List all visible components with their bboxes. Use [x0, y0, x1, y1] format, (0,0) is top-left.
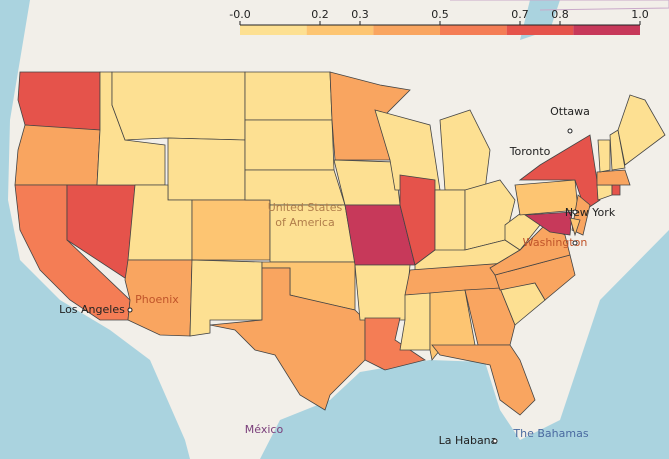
state-region — [464, 179, 516, 251]
state-region — [518, 134, 601, 211]
colorbar-bin — [306, 25, 374, 35]
state-region — [596, 169, 631, 186]
state-region — [333, 159, 401, 206]
state-region — [209, 267, 366, 411]
colorbar-tick-label: 1.0 — [631, 8, 649, 21]
state-region — [244, 119, 335, 171]
state-region — [439, 109, 491, 191]
pacific-ocean — [0, 0, 190, 459]
colorbar-bin — [573, 25, 640, 35]
gulf-atlantic — [260, 230, 669, 459]
city-dot — [572, 209, 578, 215]
state-region — [609, 129, 626, 171]
colorbar-tick-label: 0.8 — [551, 8, 569, 21]
colorbar-bin — [440, 25, 507, 35]
place-label: Toronto — [509, 145, 551, 158]
state-region — [431, 344, 536, 416]
state-region — [111, 71, 246, 141]
place-label: New York — [565, 206, 616, 219]
colorbar-bin — [240, 25, 307, 35]
state-region — [569, 217, 581, 237]
state-region — [617, 94, 666, 166]
state-region — [354, 264, 411, 321]
colorbar-tick-label: 0.5 — [431, 8, 449, 21]
city-dot — [567, 128, 573, 134]
state-region — [464, 287, 516, 346]
state-region — [167, 137, 246, 201]
state-region — [191, 199, 271, 261]
state-region — [399, 292, 431, 351]
place-label: The Bahamas — [512, 427, 588, 440]
colorbar-bin — [506, 25, 574, 35]
state-region — [244, 169, 346, 206]
city-dot — [492, 438, 498, 444]
state-region — [244, 71, 333, 121]
place-label: of America — [275, 216, 334, 229]
place-label: Ottawa — [550, 105, 590, 118]
place-label: United States — [268, 201, 343, 214]
state-region — [14, 124, 101, 186]
place-label: La Habana — [439, 434, 498, 447]
state-region — [597, 139, 611, 173]
state-region — [523, 211, 573, 236]
colorbar-bin — [373, 25, 440, 35]
place-label: México — [245, 423, 284, 436]
place-label: Washington — [523, 236, 588, 249]
colorbar-tick-label: -0.0 — [229, 8, 250, 21]
state-region — [434, 189, 466, 256]
border — [450, 0, 669, 11]
state-region — [17, 71, 101, 131]
city-dot — [127, 307, 133, 313]
place-label: Los Angeles — [59, 303, 125, 316]
colorbar-tick-label: 0.7 — [511, 8, 529, 21]
colorbar-tick-label: 0.2 — [311, 8, 329, 21]
city-dot — [572, 240, 578, 246]
colorbar-tick-label: 0.3 — [351, 8, 369, 21]
place-label: Phoenix — [135, 293, 179, 306]
state-region — [611, 184, 621, 196]
state-region — [364, 317, 426, 371]
